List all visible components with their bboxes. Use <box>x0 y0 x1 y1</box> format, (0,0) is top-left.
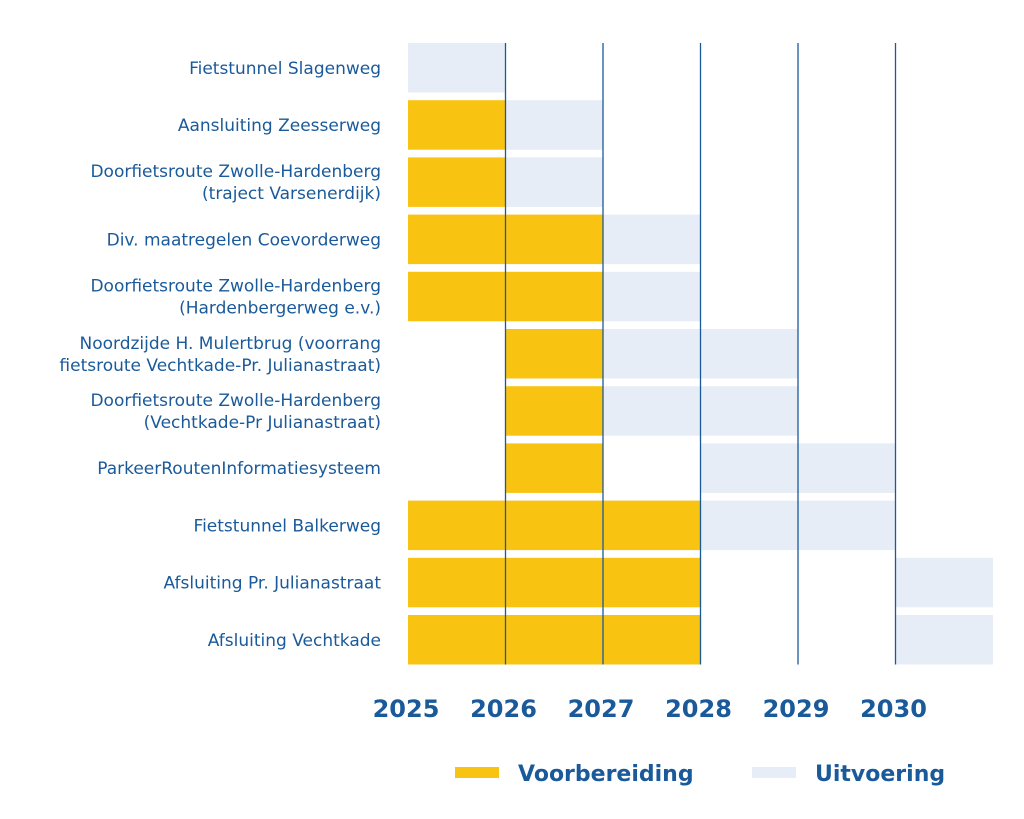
bar-voorbereiding-2 <box>408 157 506 207</box>
year-label-2026: 2026 <box>470 695 537 723</box>
task-label-5: Noordzijde H. Mulertbrug (voorrang fietsr… <box>59 334 381 376</box>
legend-label-voorbereiding: Voorbereiding <box>518 762 694 787</box>
task-label-0: Fietstunnel Slagenweg <box>189 59 381 79</box>
task-label-line: Doorfietsroute Zwolle-Hardenberg <box>90 162 381 182</box>
task-label-9: Afsluiting Pr. Julianastraat <box>164 574 382 594</box>
legend-label-uitvoering: Uitvoering <box>815 762 945 787</box>
bar-voorbereiding-10 <box>408 615 701 665</box>
bar-voorbereiding-1 <box>408 100 506 150</box>
task-label-line: Afsluiting Pr. Julianastraat <box>164 574 382 594</box>
bar-voorbereiding-5 <box>505 329 603 379</box>
task-label-line: fietsroute Vechtkade-Pr. Julianastraat) <box>59 356 381 376</box>
task-label-line: Aansluiting Zeesserweg <box>178 116 381 136</box>
bar-voorbereiding-9 <box>408 557 701 608</box>
task-label-line: Doorfietsroute Zwolle-Hardenberg <box>90 391 381 411</box>
legend-swatch-voorbereiding <box>455 767 499 778</box>
bar-uitvoering-3 <box>603 214 701 265</box>
bar-voorbereiding-7 <box>505 443 603 493</box>
task-label-8: Fietstunnel Balkerweg <box>194 516 381 536</box>
task-label-line: ParkeerRoutenInformatiesysteem <box>97 459 381 479</box>
task-label-line: Noordzijde H. Mulertbrug (voorrang <box>79 334 381 354</box>
bar-uitvoering-9 <box>895 557 993 608</box>
task-label-4: Doorfietsroute Zwolle-Hardenberg (Hardenb… <box>90 277 381 319</box>
task-label-6: Doorfietsroute Zwolle-Hardenberg (Vechtka… <box>90 391 381 433</box>
task-label-line: Afsluiting Vechtkade <box>208 631 381 651</box>
year-label-2030: 2030 <box>860 695 927 723</box>
task-label-2: Doorfietsroute Zwolle-Hardenberg (traject… <box>90 162 381 204</box>
legend-swatch-uitvoering <box>752 767 796 778</box>
bar-uitvoering-4 <box>603 271 701 322</box>
year-label-2027: 2027 <box>568 695 635 723</box>
bar-voorbereiding-6 <box>505 386 603 436</box>
task-label-line: (Vechtkade-Pr Julianastraat) <box>144 413 381 433</box>
year-axis: 2025 2026 2027 2028 2029 2030 <box>373 695 927 723</box>
year-label-2025: 2025 <box>373 695 440 723</box>
task-label-line: (Hardenbergerweg e.v.) <box>179 299 381 319</box>
task-label-line: Div. maatregelen Coevorderweg <box>107 230 381 250</box>
bar-uitvoering-2 <box>505 157 603 207</box>
year-label-2028: 2028 <box>665 695 732 723</box>
task-label-1: Aansluiting Zeesserweg <box>178 116 381 136</box>
bar-uitvoering-0 <box>408 43 506 93</box>
bar-uitvoering-1 <box>505 100 603 150</box>
task-label-line: Fietstunnel Balkerweg <box>194 516 381 536</box>
task-label-3: Div. maatregelen Coevorderweg <box>107 230 381 250</box>
task-label-line: Fietstunnel Slagenweg <box>189 59 381 79</box>
task-label-10: Afsluiting Vechtkade <box>208 631 381 651</box>
legend: Voorbereiding Uitvoering <box>455 762 945 787</box>
task-label-line: (traject Varsenerdijk) <box>202 184 381 204</box>
bar-voorbereiding-8 <box>408 500 701 551</box>
gridlines-layer <box>504 43 897 665</box>
year-label-2029: 2029 <box>763 695 830 723</box>
task-labels-layer: Fietstunnel Slagenweg Aansluiting Zeesser… <box>59 59 381 651</box>
bar-uitvoering-10 <box>895 615 993 665</box>
task-label-line: Doorfietsroute Zwolle-Hardenberg <box>90 277 381 297</box>
task-label-7: ParkeerRoutenInformatiesysteem <box>97 459 381 479</box>
